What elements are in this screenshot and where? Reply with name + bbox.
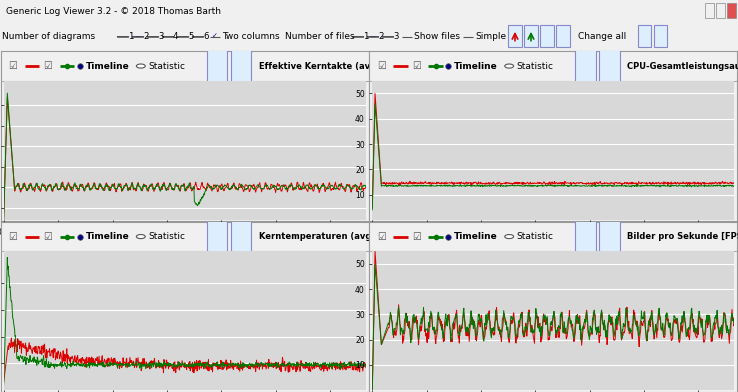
Text: ✓: ✓ (212, 33, 218, 39)
Circle shape (352, 36, 364, 37)
Text: Two columns: Two columns (222, 33, 280, 41)
Text: Timeline: Timeline (86, 62, 129, 71)
Text: ☑: ☑ (412, 232, 421, 241)
FancyBboxPatch shape (638, 25, 651, 47)
Text: Number of files: Number of files (285, 33, 355, 41)
Bar (1, 51, 369, 81)
Circle shape (505, 64, 514, 68)
Text: Kerntemperaturen (avg) [°C]: Kerntemperaturen (avg) [°C] (259, 232, 396, 241)
Text: ☑: ☑ (43, 232, 52, 241)
Text: 5: 5 (188, 33, 193, 41)
Text: ☑: ☑ (412, 61, 421, 71)
Circle shape (117, 36, 129, 37)
Circle shape (505, 234, 514, 239)
Text: Bilder pro Sekunde [FPS]: Bilder pro Sekunde [FPS] (627, 232, 738, 241)
X-axis label: Time: Time (543, 238, 564, 247)
Text: 2: 2 (143, 33, 148, 41)
FancyBboxPatch shape (576, 199, 596, 274)
Text: Generic Log Viewer 3.2 - © 2018 Thomas Barth: Generic Log Viewer 3.2 - © 2018 Thomas B… (6, 7, 221, 16)
FancyBboxPatch shape (207, 199, 227, 274)
Text: Statistic: Statistic (517, 232, 554, 241)
FancyBboxPatch shape (599, 29, 619, 103)
Text: Timeline: Timeline (454, 232, 497, 241)
Text: 1: 1 (128, 33, 134, 41)
Text: Statistic: Statistic (148, 62, 185, 71)
Text: 4: 4 (173, 33, 179, 41)
FancyBboxPatch shape (654, 25, 667, 47)
FancyBboxPatch shape (207, 29, 227, 103)
Text: Timeline: Timeline (454, 62, 497, 71)
Circle shape (382, 36, 394, 37)
Text: ☑: ☑ (8, 61, 17, 71)
Circle shape (177, 36, 189, 37)
Circle shape (367, 36, 379, 37)
FancyBboxPatch shape (524, 25, 538, 47)
FancyBboxPatch shape (508, 25, 522, 47)
Circle shape (147, 36, 159, 37)
Text: 6: 6 (203, 33, 209, 41)
Text: ☑: ☑ (376, 61, 385, 71)
Text: 3: 3 (158, 33, 164, 41)
Text: Timeline: Timeline (86, 232, 129, 241)
Text: Simple: Simple (475, 33, 506, 41)
Circle shape (137, 234, 145, 239)
Circle shape (162, 36, 174, 37)
Text: Change all: Change all (578, 33, 627, 41)
Bar (716, 3, 725, 18)
Bar (705, 3, 714, 18)
Text: 2: 2 (378, 33, 384, 41)
FancyBboxPatch shape (231, 199, 252, 274)
Text: 3: 3 (393, 33, 399, 41)
FancyBboxPatch shape (576, 29, 596, 103)
Bar (1, 222, 369, 251)
Text: ☑: ☑ (376, 232, 385, 241)
Bar (369, 51, 737, 81)
FancyBboxPatch shape (540, 25, 554, 47)
Text: ☑: ☑ (43, 61, 52, 71)
Text: CPU-Gesamtleistungsaufnahme [W]: CPU-Gesamtleistungsaufnahme [W] (627, 62, 738, 71)
Bar (369, 222, 737, 251)
Text: Number of diagrams: Number of diagrams (2, 33, 95, 41)
X-axis label: Time: Time (175, 238, 196, 247)
Text: Statistic: Statistic (148, 232, 185, 241)
Bar (727, 3, 736, 18)
FancyBboxPatch shape (556, 25, 570, 47)
Text: ☑: ☑ (8, 232, 17, 241)
Circle shape (137, 64, 145, 68)
Circle shape (132, 36, 144, 37)
FancyBboxPatch shape (599, 199, 619, 274)
Text: 1: 1 (363, 33, 368, 41)
FancyBboxPatch shape (231, 29, 252, 103)
Text: Effektive Kerntakte (avg) [MHz]: Effektive Kerntakte (avg) [MHz] (259, 62, 410, 71)
Circle shape (192, 36, 204, 37)
Text: Show files: Show files (414, 33, 460, 41)
Text: Statistic: Statistic (517, 62, 554, 71)
